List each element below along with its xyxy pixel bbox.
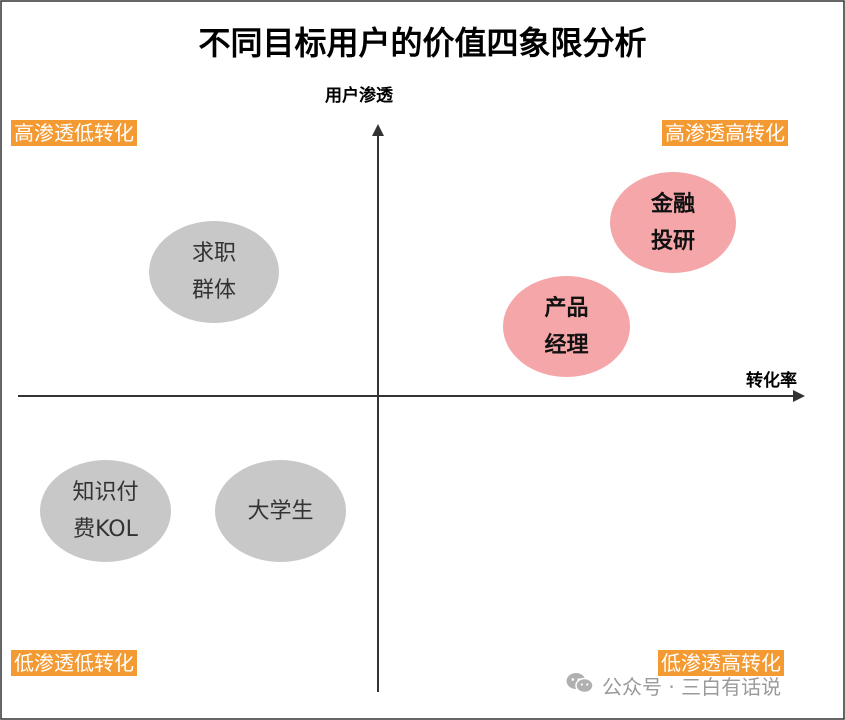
quadrant-label-bottom-right: 低渗透高转化 [658,650,784,676]
wechat-icon [566,672,594,699]
x-axis-label: 转化率 [746,371,797,391]
diagram-title: 不同目标用户的价值四象限分析 [198,24,647,62]
bubble-job-seekers-label: 求职 群体 [191,241,236,303]
quadrant-label-top-right: 高渗透高转化 [662,120,788,146]
y-axis-label: 用户渗透 [325,86,393,106]
quadrant-label-top-left: 高渗透低转化 [11,120,137,146]
bubble-job-seekers: 求职 群体 [149,221,279,323]
bubble-kol-label: 知识付 费KOL [72,480,139,542]
bubble-students-label: 大学生 [247,498,314,524]
bubble-finance-label: 金融 投研 [650,191,695,254]
watermark-text: 公众号 · 三白有话说 [602,674,782,699]
quadrant-label-bottom-left: 低渗透低转化 [11,650,137,676]
bubble-product-manager-label: 产品 经理 [544,295,589,358]
bubble-finance: 金融 投研 [610,172,736,273]
bubble-product-manager: 产品 经理 [503,276,630,377]
bubble-students: 大学生 [215,460,346,562]
bubble-kol: 知识付 费KOL [40,460,171,562]
watermark: 公众号 · 三白有话说 [566,670,781,700]
